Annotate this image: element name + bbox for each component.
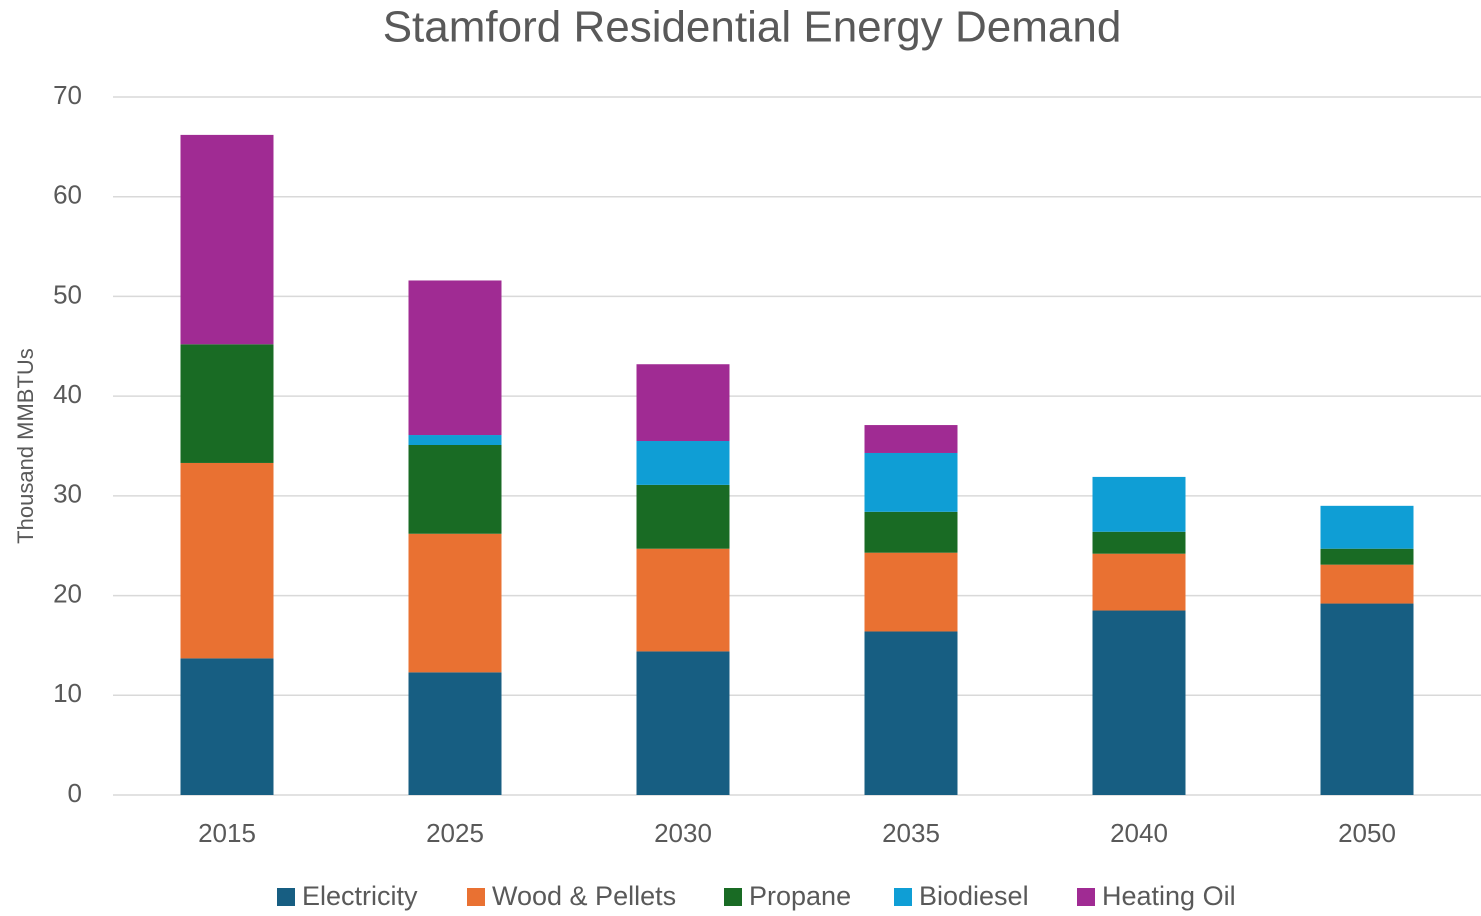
bar-segment <box>408 533 502 673</box>
legend-label: Biodiesel <box>919 881 1029 911</box>
bar-segment <box>1092 553 1186 611</box>
y-tick-label: 40 <box>53 379 82 409</box>
legend-label: Heating Oil <box>1102 881 1236 911</box>
bar-segment <box>408 435 502 446</box>
bar-segment <box>864 552 958 632</box>
bar-segment <box>1320 505 1414 549</box>
bar-segment <box>408 672 502 795</box>
bar-segment <box>180 658 274 795</box>
chart-title: Stamford Residential Energy Demand <box>383 3 1122 52</box>
legend-label: Wood & Pellets <box>492 881 676 911</box>
x-tick-label: 2015 <box>198 818 256 848</box>
bar-segment <box>408 280 502 436</box>
bar-segment <box>1092 476 1186 532</box>
bar-segment <box>180 134 274 345</box>
bar-segment <box>1320 564 1414 604</box>
legend-swatch <box>894 888 912 906</box>
y-tick-label: 10 <box>53 678 82 708</box>
bar-segment <box>180 344 274 463</box>
y-tick-label: 0 <box>68 778 82 808</box>
bar-segment <box>180 462 274 659</box>
y-tick-label: 20 <box>53 578 82 608</box>
bar-segment <box>864 452 958 512</box>
legend-swatch <box>467 888 485 906</box>
y-tick-label: 60 <box>53 180 82 210</box>
x-tick-label: 2035 <box>882 818 940 848</box>
bar-segment <box>1092 531 1186 554</box>
y-tick-label: 50 <box>53 279 82 309</box>
y-tick-label: 30 <box>53 479 82 509</box>
y-axis-title: Thousand MMBTUs <box>13 348 38 544</box>
bar-segment <box>864 425 958 453</box>
legend-swatch <box>724 888 742 906</box>
bar-segment <box>1320 603 1414 795</box>
x-tick-label: 2050 <box>1338 818 1396 848</box>
bar-segment <box>408 445 502 534</box>
legend-swatch <box>277 888 295 906</box>
bar-segment <box>636 651 730 795</box>
bar-segment <box>636 548 730 652</box>
x-tick-label: 2030 <box>654 818 712 848</box>
bar-segment <box>1320 548 1414 565</box>
legend-swatch <box>1077 888 1095 906</box>
bar-segment <box>636 364 730 442</box>
bar-segment <box>864 511 958 553</box>
legend-label: Electricity <box>302 881 418 911</box>
bar-segment <box>1092 610 1186 795</box>
bar-segment <box>636 441 730 485</box>
bar-segment <box>864 631 958 795</box>
legend-label: Propane <box>749 881 851 911</box>
x-tick-label: 2025 <box>426 818 484 848</box>
x-tick-label: 2040 <box>1110 818 1168 848</box>
y-tick-label: 70 <box>53 80 82 110</box>
bar-segment <box>636 484 730 549</box>
